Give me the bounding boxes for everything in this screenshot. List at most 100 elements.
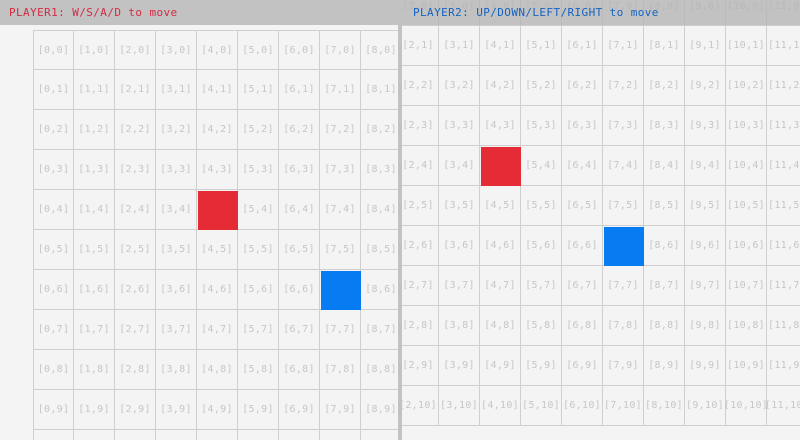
grid-cell[interactable]: [7,4] [320,190,361,230]
grid-cell[interactable]: [9,7] [685,266,726,306]
grid-cell[interactable]: [1,3] [74,150,115,190]
player1-panel[interactable]: [0,0] [1,0] [2,0] [3,0] [4,0] [5,0] [6,0] [7,0]… [0,0,398,440]
grid-cell[interactable]: [7,5] [603,186,644,226]
grid-cell[interactable]: [2,10] [402,386,439,426]
grid-cell[interactable]: [8,10] [361,430,398,440]
grid-cell[interactable]: [8,5] [361,230,398,270]
grid-cell[interactable]: [5,5] [238,230,279,270]
grid-cell[interactable]: [7,10] [603,386,644,426]
grid-cell[interactable]: [2,4] [402,146,439,186]
grid-cell[interactable]: [0,0] [33,30,74,70]
grid-cell[interactable]: [6,10] [279,430,320,440]
grid-cell[interactable]: [8,2] [644,66,685,106]
grid-cell[interactable]: [7,7] [320,310,361,350]
grid-cell[interactable]: [8,5] [644,186,685,226]
grid-cell[interactable]: [4,8] [197,350,238,390]
grid-cell[interactable]: [9,4] [685,146,726,186]
grid-cell[interactable]: [7,7] [603,266,644,306]
grid-cell[interactable]: [2,5] [115,230,156,270]
grid-cell[interactable]: [10,4] [726,146,767,186]
grid-cell[interactable]: [3,2] [156,110,197,150]
grid-cell[interactable]: [9,10] [685,386,726,426]
grid-cell[interactable]: [6,2] [279,110,320,150]
grid-cell[interactable]: [6,4] [279,190,320,230]
grid-cell[interactable]: [2,8] [115,350,156,390]
grid-cell[interactable]: [5,9] [238,390,279,430]
grid-cell[interactable]: [3,3] [156,150,197,190]
grid-cell[interactable]: [6,9] [279,390,320,430]
player1-grid-viewport[interactable]: [0,0] [1,0] [2,0] [3,0] [4,0] [5,0] [6,0] [7,0]… [0,0,398,440]
grid-cell[interactable]: [7,8] [320,350,361,390]
grid-cell[interactable]: [6,5] [279,230,320,270]
grid-cell[interactable]: [5,4] [521,146,562,186]
grid-cell[interactable]: [5,8] [521,306,562,346]
grid-cell[interactable]: [9,6] [685,226,726,266]
grid-cell[interactable]: [1,5] [74,230,115,270]
grid-cell[interactable]: [8,8] [361,350,398,390]
grid-cell[interactable]: [1,9] [74,390,115,430]
grid-cell[interactable]: [9,2] [685,66,726,106]
grid-cell[interactable]: [6,6] [279,270,320,310]
grid-cell[interactable]: [3,8] [156,350,197,390]
grid-cell[interactable]: [11,9] [767,346,800,386]
grid-cell[interactable]: [4,9] [197,390,238,430]
grid-cell[interactable]: [4,3] [480,106,521,146]
grid-cell[interactable]: [11,2] [767,66,800,106]
grid-cell[interactable]: [3,10] [439,386,480,426]
grid-cell[interactable]: [5,7] [521,266,562,306]
grid-cell[interactable]: [3,6] [156,270,197,310]
grid-cell[interactable]: [2,7] [402,266,439,306]
grid-cell[interactable]: [5,2] [521,66,562,106]
grid-cell[interactable]: [3,0] [156,30,197,70]
grid-cell[interactable]: [3,4] [156,190,197,230]
grid-cell[interactable]: [1,6] [74,270,115,310]
grid-cell[interactable]: [2,2] [115,110,156,150]
grid-cell[interactable]: [5,1] [521,26,562,66]
grid-cell[interactable]: [8,9] [361,390,398,430]
grid-cell[interactable]: [5,7] [238,310,279,350]
grid-cell[interactable]: [8,1] [361,70,398,110]
grid-cell[interactable]: [5,1] [238,70,279,110]
grid-cell[interactable]: [8,10] [644,386,685,426]
grid-cell[interactable]: [5,9] [521,346,562,386]
grid-cell[interactable]: [10,3] [726,106,767,146]
grid-cell[interactable]: [2,1] [115,70,156,110]
grid-cell[interactable]: [3,3] [439,106,480,146]
grid-cell[interactable]: [6,7] [562,266,603,306]
grid-cell[interactable]: [6,6] [562,226,603,266]
grid-cell[interactable]: [1,2] [74,110,115,150]
grid-cell[interactable]: [3,1] [439,26,480,66]
grid-cell[interactable]: [3,8] [439,306,480,346]
grid-cell[interactable]: [8,6] [644,226,685,266]
grid-cell[interactable]: [3,7] [439,266,480,306]
grid-cell[interactable]: [9,9] [685,346,726,386]
grid-cell[interactable]: [7,9] [603,346,644,386]
grid-cell[interactable]: [11,4] [767,146,800,186]
grid-cell[interactable]: [6,8] [562,306,603,346]
grid-cell[interactable]: [7,1] [320,70,361,110]
grid-cell[interactable]: [9,1] [685,26,726,66]
grid-cell[interactable]: [5,2] [238,110,279,150]
grid-cell[interactable]: [2,7] [115,310,156,350]
grid-cell[interactable]: [6,2] [562,66,603,106]
grid-cell[interactable]: [9,3] [685,106,726,146]
grid-cell[interactable]: [0,6] [33,270,74,310]
grid-cell[interactable]: [6,10] [562,386,603,426]
grid-cell[interactable]: [3,2] [439,66,480,106]
grid-cell[interactable]: [6,3] [562,106,603,146]
grid-cell[interactable]: [9,5] [685,186,726,226]
grid-cell[interactable]: [2,1] [402,26,439,66]
grid-cell[interactable]: [4,10] [197,430,238,440]
grid-cell[interactable]: [8,2] [361,110,398,150]
grid-cell[interactable]: [6,7] [279,310,320,350]
grid-cell[interactable]: [3,4] [439,146,480,186]
grid-cell[interactable]: [8,0] [361,30,398,70]
grid-cell[interactable]: [1,8] [74,350,115,390]
grid-cell[interactable]: [3,7] [156,310,197,350]
grid-cell[interactable]: [1,4] [74,190,115,230]
grid-cell[interactable]: [5,3] [521,106,562,146]
grid-cell[interactable]: [11,3] [767,106,800,146]
grid-cell[interactable]: [6,4] [562,146,603,186]
grid-cell[interactable]: [11,10] [765,386,800,426]
grid-cell[interactable]: [8,9] [644,346,685,386]
